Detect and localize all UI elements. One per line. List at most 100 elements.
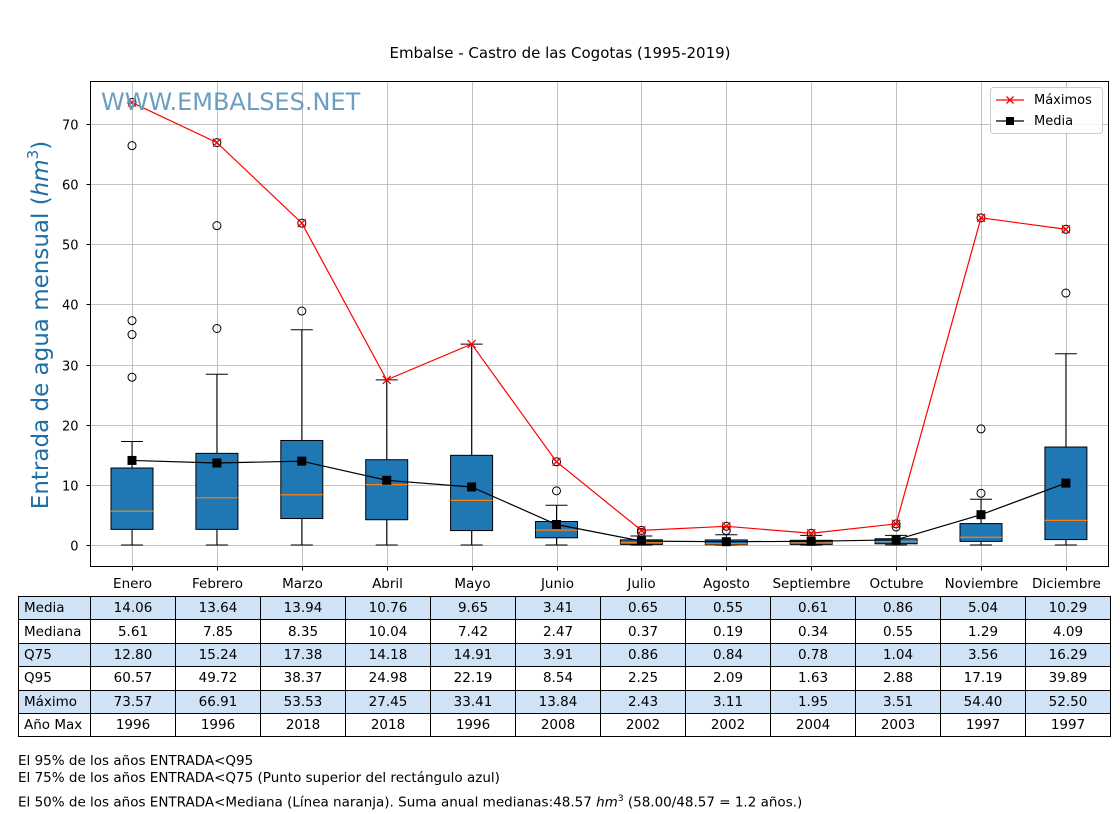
table-cell: 2018 xyxy=(260,712,346,738)
table-cell: 14.18 xyxy=(345,642,431,668)
x-tick-label: Octubre xyxy=(869,576,923,592)
square-marker-icon xyxy=(1006,117,1014,125)
series-line-media xyxy=(131,459,1067,543)
legend-label-maximos: Máximos xyxy=(1034,93,1092,108)
note-mediana-text: El 50% de los años ENTRADA<Mediana (Líne… xyxy=(18,794,597,811)
y-axis-ticks: 0 10 20 30 40 50 60 70 xyxy=(62,119,91,555)
y-tick-label: 20 xyxy=(62,420,79,435)
box-iqr xyxy=(959,523,1003,542)
media-point xyxy=(382,475,392,485)
maximos-point xyxy=(976,213,986,223)
note-unit: hm xyxy=(596,794,618,811)
box-enero xyxy=(110,98,154,546)
series-lines xyxy=(127,98,1071,547)
row-header: Media xyxy=(18,595,91,621)
table-cell: 1997 xyxy=(940,712,1026,738)
table-cell: 2.09 xyxy=(685,666,771,691)
table-cell: 2002 xyxy=(685,712,771,738)
table-cell: 3.91 xyxy=(515,642,601,668)
table-cell: 0.34 xyxy=(770,619,856,644)
maximos-point xyxy=(127,98,137,108)
note-q95: El 95% de los años ENTRADA<Q95 xyxy=(18,753,254,769)
outlier-point xyxy=(127,98,137,108)
x-tick-label: Septiembre xyxy=(772,576,850,592)
table-cell: 49.72 xyxy=(175,666,261,691)
grid-lines xyxy=(90,81,1109,567)
table-cell: 7.42 xyxy=(430,619,516,644)
media-point xyxy=(1061,478,1071,488)
maximos-point xyxy=(382,375,392,385)
box-iqr xyxy=(280,439,324,520)
table-cell: 10.29 xyxy=(1025,595,1111,621)
table-cell: 2008 xyxy=(515,712,601,738)
table-cell: 0.78 xyxy=(770,642,856,668)
table-cell: 0.84 xyxy=(685,642,771,668)
box-junio xyxy=(535,457,578,546)
media-point xyxy=(891,535,901,545)
x-tick-label: Abril xyxy=(372,576,403,592)
table-cell: 4.09 xyxy=(1025,619,1111,644)
media-point xyxy=(636,536,646,546)
watermark: WWW.EMBALSES.NET xyxy=(101,88,361,116)
maximos-point xyxy=(552,457,561,467)
y-axis-label-exponent: 3 xyxy=(24,150,42,160)
outlier-point xyxy=(127,372,137,382)
table-cell: 13.94 xyxy=(260,595,346,621)
y-tick-label: 30 xyxy=(62,360,79,375)
y-axis-label-text: Entrada de agua mensual ( xyxy=(28,196,54,509)
x-tick-label: Junio xyxy=(540,576,574,592)
table-cell: 12.80 xyxy=(90,642,176,668)
media-point xyxy=(297,456,307,466)
table-cell: 38.37 xyxy=(260,666,346,691)
table-cell: 17.19 xyxy=(940,666,1026,691)
table-cell: 17.38 xyxy=(260,642,346,668)
outlier-point xyxy=(976,488,986,498)
y-axis-label-close: ) xyxy=(28,141,54,150)
series-line-maximos xyxy=(131,102,1066,534)
table-cell: 10.76 xyxy=(345,595,431,621)
table-cell: 2003 xyxy=(855,712,941,738)
x-tick-label: Marzo xyxy=(282,576,323,592)
outlier-point xyxy=(212,138,222,148)
table-cell: 13.84 xyxy=(515,689,601,714)
y-tick-label: 40 xyxy=(62,299,79,314)
media-point xyxy=(976,510,986,520)
y-tick-label: 60 xyxy=(62,179,79,194)
media-point xyxy=(721,537,731,547)
box-abril xyxy=(365,379,409,546)
table-cell: 13.64 xyxy=(175,595,261,621)
table-cell: 53.53 xyxy=(260,689,346,714)
table-cell: 27.45 xyxy=(345,689,431,714)
table-cell: 2002 xyxy=(600,712,686,738)
table-row: Q95 60.57 49.72 38.37 24.98 22.19 8.54 2.25 2.09… xyxy=(18,666,1111,691)
chart-title: Embalse - Castro de las Cogotas (1995-20… xyxy=(389,44,731,62)
outlier-point xyxy=(212,221,222,231)
y-tick-label: 10 xyxy=(62,480,79,495)
media-point xyxy=(212,458,222,468)
row-header: Máximo xyxy=(18,689,91,714)
box-iqr xyxy=(365,459,409,521)
legend-label-media: Media xyxy=(1034,114,1073,129)
table-cell: 15.24 xyxy=(175,642,261,668)
y-tick-label: 70 xyxy=(62,119,79,134)
table-cell: 8.54 xyxy=(515,666,601,691)
table-cell: 2.88 xyxy=(855,666,941,691)
table-cell: 5.61 xyxy=(90,619,176,644)
x-axis-ticks: Enero Febrero Marzo Abril Mayo Junio Julio Agos… xyxy=(113,566,1101,592)
x-tick-label: Agosto xyxy=(703,576,750,592)
outlier-point xyxy=(552,486,561,496)
note-unit-exponent: 3 xyxy=(617,794,624,804)
x-tick-label: Noviembre xyxy=(945,576,1019,592)
table-cell: 8.35 xyxy=(260,619,346,644)
box-noviembre xyxy=(959,213,1003,546)
table-cell: 0.37 xyxy=(600,619,686,644)
maximos-point xyxy=(467,339,477,349)
box-mayo xyxy=(450,343,494,546)
table-cell: 14.06 xyxy=(90,595,176,621)
table-cell: 54.40 xyxy=(940,689,1026,714)
box-plot-chart: 0 10 20 30 40 50 60 70 Enero Febrero Marzo Abril Ma… xyxy=(24,81,1109,592)
table-cell: 3.51 xyxy=(855,689,941,714)
legend-item-media: Media xyxy=(996,114,1073,129)
table-row: Máximo 73.57 66.91 53.53 27.45 33.41 13.84 2.43… xyxy=(18,689,1111,714)
table-cell: 39.89 xyxy=(1025,666,1111,691)
